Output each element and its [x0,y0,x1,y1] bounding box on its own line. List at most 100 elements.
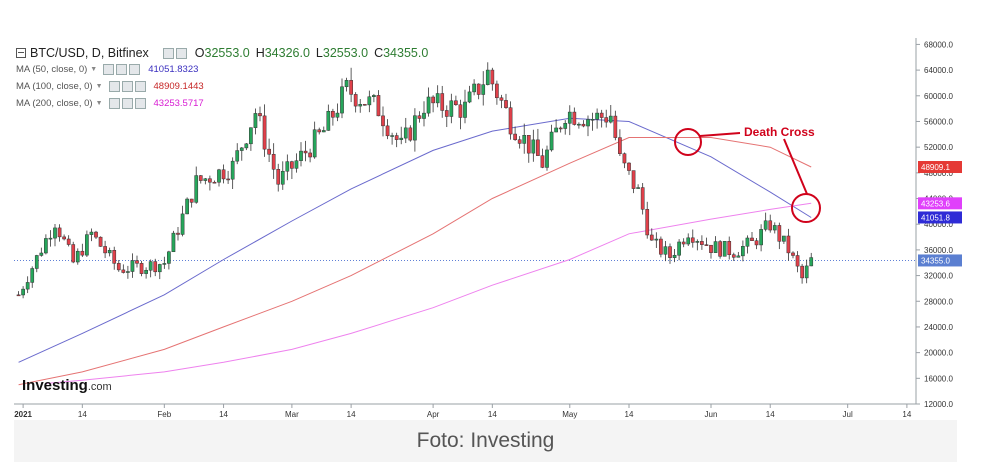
price-tag [918,254,962,267]
low-label: L [315,45,323,60]
candle-body [121,269,126,273]
x-tick-label: 14 [78,410,87,419]
candle-body [326,110,331,131]
legend-ma200-row: MA (200, close, 0) ▼ 43253.5717 [16,95,428,112]
high-label: H [255,45,265,60]
candle-body [167,251,171,264]
eye-icon[interactable] [162,47,174,59]
candle-body [230,160,235,180]
candle-body [203,178,208,181]
candle-body [180,213,185,235]
candle-body [362,104,367,106]
x-tick-label: Feb [157,410,171,419]
price-tag-label: 43253.6 [921,199,950,208]
candle-body [335,112,340,118]
candle-body [672,254,677,258]
settings-icon[interactable] [121,98,133,109]
candle-body [763,220,768,230]
photo-caption: Foto: Investing [14,420,957,462]
candle-body [577,123,581,126]
caret-down-icon[interactable]: ▼ [95,100,103,107]
death-cross-arrow [783,138,808,195]
candle-body [262,115,267,150]
candle-body [772,225,777,231]
candle-body [126,271,130,273]
candle-body [399,137,404,140]
candle-body [599,112,604,118]
candle-body [549,131,554,151]
close-icon[interactable] [129,64,141,75]
candle-body [444,110,449,117]
candle-body [253,113,258,128]
candle-body [581,123,586,127]
caret-down-icon[interactable]: ▼ [90,66,98,73]
high-value: 34326.0 [264,45,310,60]
settings-icon[interactable] [175,47,187,59]
candle-body [212,181,217,184]
candle-body [713,241,718,253]
candle-body [258,113,262,117]
candle-body [722,241,727,257]
y-tick-label: 12000.0 [924,400,953,409]
candle-body [103,246,107,254]
candle-body [795,255,800,267]
candle-body [604,117,609,123]
candle-body [75,250,80,263]
candle-body [44,238,48,254]
settings-icon[interactable] [121,81,133,92]
candle-body [144,269,148,274]
candle-body [394,135,399,140]
candle-body [290,161,294,169]
candle-body [700,241,704,245]
death-cross-arrow [699,132,741,137]
candle-body [340,86,344,114]
candle-body [490,69,495,85]
candle-body [303,150,308,154]
candle-body [618,137,622,154]
ma100-value: 48909.1443 [153,81,204,92]
candle-body [271,153,276,170]
candle-body [668,246,672,258]
close-icon[interactable] [134,81,146,92]
candle-body [800,265,804,279]
candle-body [750,237,754,241]
candle-body [267,148,271,155]
candle-body [718,241,722,257]
candle-body [741,246,745,257]
symbol-label: BTC/USD, D, Bitfinex [30,45,149,60]
close-icon[interactable] [134,98,146,109]
candle-body [57,227,62,238]
open-label: O [194,45,205,60]
x-tick-label: 14 [625,410,634,419]
candle-body [53,227,57,239]
candle-body [608,115,613,123]
ma50-value: 41051.8323 [148,64,199,75]
collapse-icon[interactable] [16,47,26,58]
candle-body [590,119,595,121]
chart-canvas: 68000.0 64000.0 60000.0 56000.0 52000.0 48000… [14,38,962,419]
candle-body [681,241,686,245]
x-tick-label: May [562,410,577,419]
candle-body [690,237,695,243]
candle-body [499,97,504,101]
eye-icon[interactable] [108,81,120,92]
candle-body [481,84,486,95]
candle-body [244,143,249,149]
candle-body [208,178,212,183]
settings-icon[interactable] [116,64,128,75]
eye-icon[interactable] [108,98,120,109]
candle-body [89,231,94,235]
candle-body [385,125,390,137]
candle-body [476,83,481,95]
y-tick-label: 60000.0 [924,92,953,101]
candle-body [563,123,568,129]
eye-icon[interactable] [103,64,115,75]
caret-down-icon[interactable]: ▼ [95,83,103,90]
candle-body [759,229,763,246]
candle-body [226,178,230,181]
low-value: 32553.0 [322,45,369,60]
candle-body [217,169,221,183]
candle-body [376,95,381,117]
candle-body [709,244,713,253]
candle-body [308,152,312,158]
